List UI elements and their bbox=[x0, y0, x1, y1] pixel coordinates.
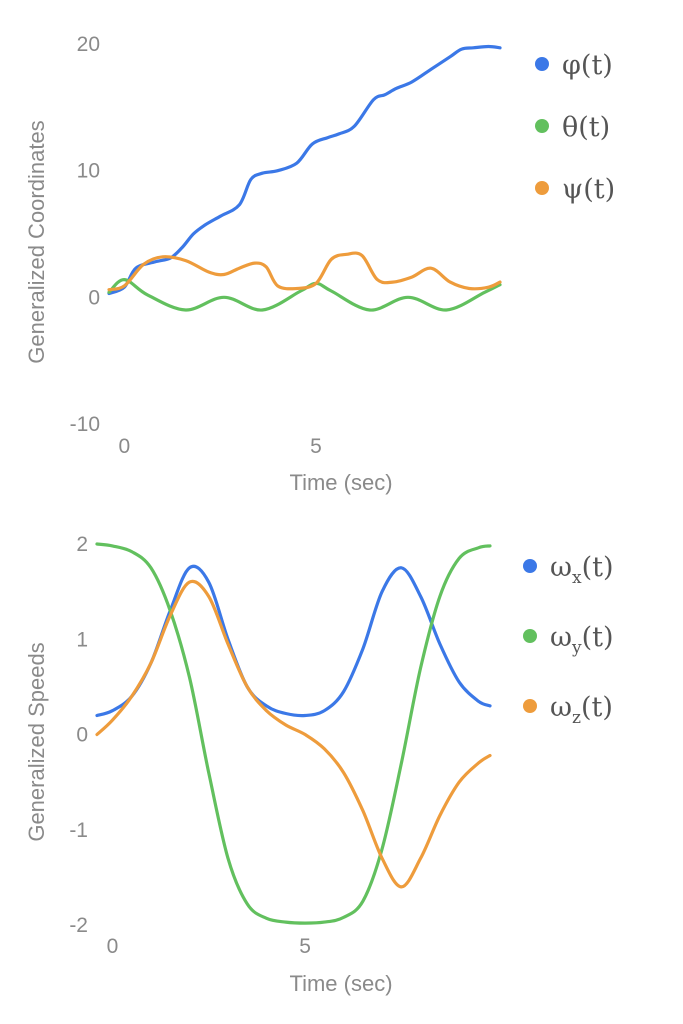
chart-0-xlabel: Time (sec) bbox=[289, 470, 392, 495]
chart-0-legend-item-3[interactable]: ψ(t) bbox=[535, 174, 615, 205]
chart-1-ytick-label: 0 bbox=[76, 724, 88, 747]
chart-1-series-line-2 bbox=[95, 542, 492, 925]
chart-0-ylabel: Generalized Coordinates bbox=[24, 120, 49, 363]
chart-1-legend-label: ωy(t) bbox=[550, 622, 614, 658]
chart-0-legend: φ(t) θ(t) ψ(t) bbox=[535, 50, 615, 205]
chart-1-lines bbox=[95, 542, 492, 925]
chart-generalized-coordinates: Generalized Coordinates Time (sec) 20 10 0… bbox=[24, 33, 615, 495]
chart-0-ytick-label: 20 bbox=[77, 33, 100, 56]
chart-1-ylabel: Generalized Speeds bbox=[24, 642, 49, 841]
chart-1-ytick-label: 1 bbox=[76, 628, 88, 651]
chart-0-legend-marker bbox=[535, 181, 549, 195]
chart-0-series-line-3 bbox=[107, 251, 502, 292]
chart-0-series-line-1 bbox=[107, 44, 502, 296]
chart-1-ticks: 2 1 0 -1 -2 0 5 bbox=[69, 533, 311, 958]
chart-0-legend-item-2[interactable]: θ(t) bbox=[535, 112, 610, 143]
chart-0-legend-label: φ(t) bbox=[562, 50, 613, 81]
chart-1-ytick-label: -1 bbox=[69, 819, 88, 842]
chart-0-legend-marker bbox=[535, 119, 549, 133]
chart-0-xtick-label: 0 bbox=[118, 435, 130, 458]
chart-1-legend-item-1[interactable]: ωx(t) bbox=[523, 552, 614, 588]
chart-1-legend-label: ωx(t) bbox=[550, 552, 614, 588]
chart-1-ytick-label: 2 bbox=[76, 533, 88, 556]
chart-0-legend-label: θ(t) bbox=[562, 112, 610, 143]
chart-1-xlabel: Time (sec) bbox=[289, 971, 392, 996]
chart-1-ytick-label: -2 bbox=[69, 914, 88, 937]
chart-0-xtick-label: 5 bbox=[310, 435, 322, 458]
chart-1-legend-item-3[interactable]: ωz(t) bbox=[523, 692, 613, 728]
chart-1-legend-marker bbox=[523, 699, 537, 713]
chart-1-legend-marker bbox=[523, 629, 537, 643]
chart-generalized-speeds: Generalized Speeds Time (sec) 210-1-20 5 … bbox=[24, 533, 614, 996]
chart-0-legend-item-1[interactable]: φ(t) bbox=[535, 50, 613, 81]
chart-1-legend-label: ωz(t) bbox=[550, 692, 613, 728]
chart-1-legend: ωx(t) ωy(t) ωz(t) bbox=[523, 552, 614, 728]
chart-1-legend-item-2[interactable]: ωy(t) bbox=[523, 622, 614, 658]
chart-1-series-line-3 bbox=[95, 579, 492, 889]
chart-0-series-line-2 bbox=[107, 278, 502, 312]
chart-1-xtick-label: 0 bbox=[107, 935, 119, 958]
chart-0-ytick-label: 0 bbox=[88, 286, 100, 309]
chart-1-legend-marker bbox=[523, 559, 537, 573]
chart-1-series-line-1 bbox=[95, 564, 492, 718]
chart-0-ytick-label: -10 bbox=[70, 413, 100, 436]
chart-1-xtick-label: 5 bbox=[299, 935, 311, 958]
chart-0-ticks: 20 10 0 -10 0 5 bbox=[70, 33, 322, 458]
chart-0-legend-label: ψ(t) bbox=[562, 174, 615, 205]
chart-0-ytick-label: 10 bbox=[77, 160, 100, 183]
chart-0-legend-marker bbox=[535, 57, 549, 71]
chart-0-lines bbox=[107, 44, 502, 312]
